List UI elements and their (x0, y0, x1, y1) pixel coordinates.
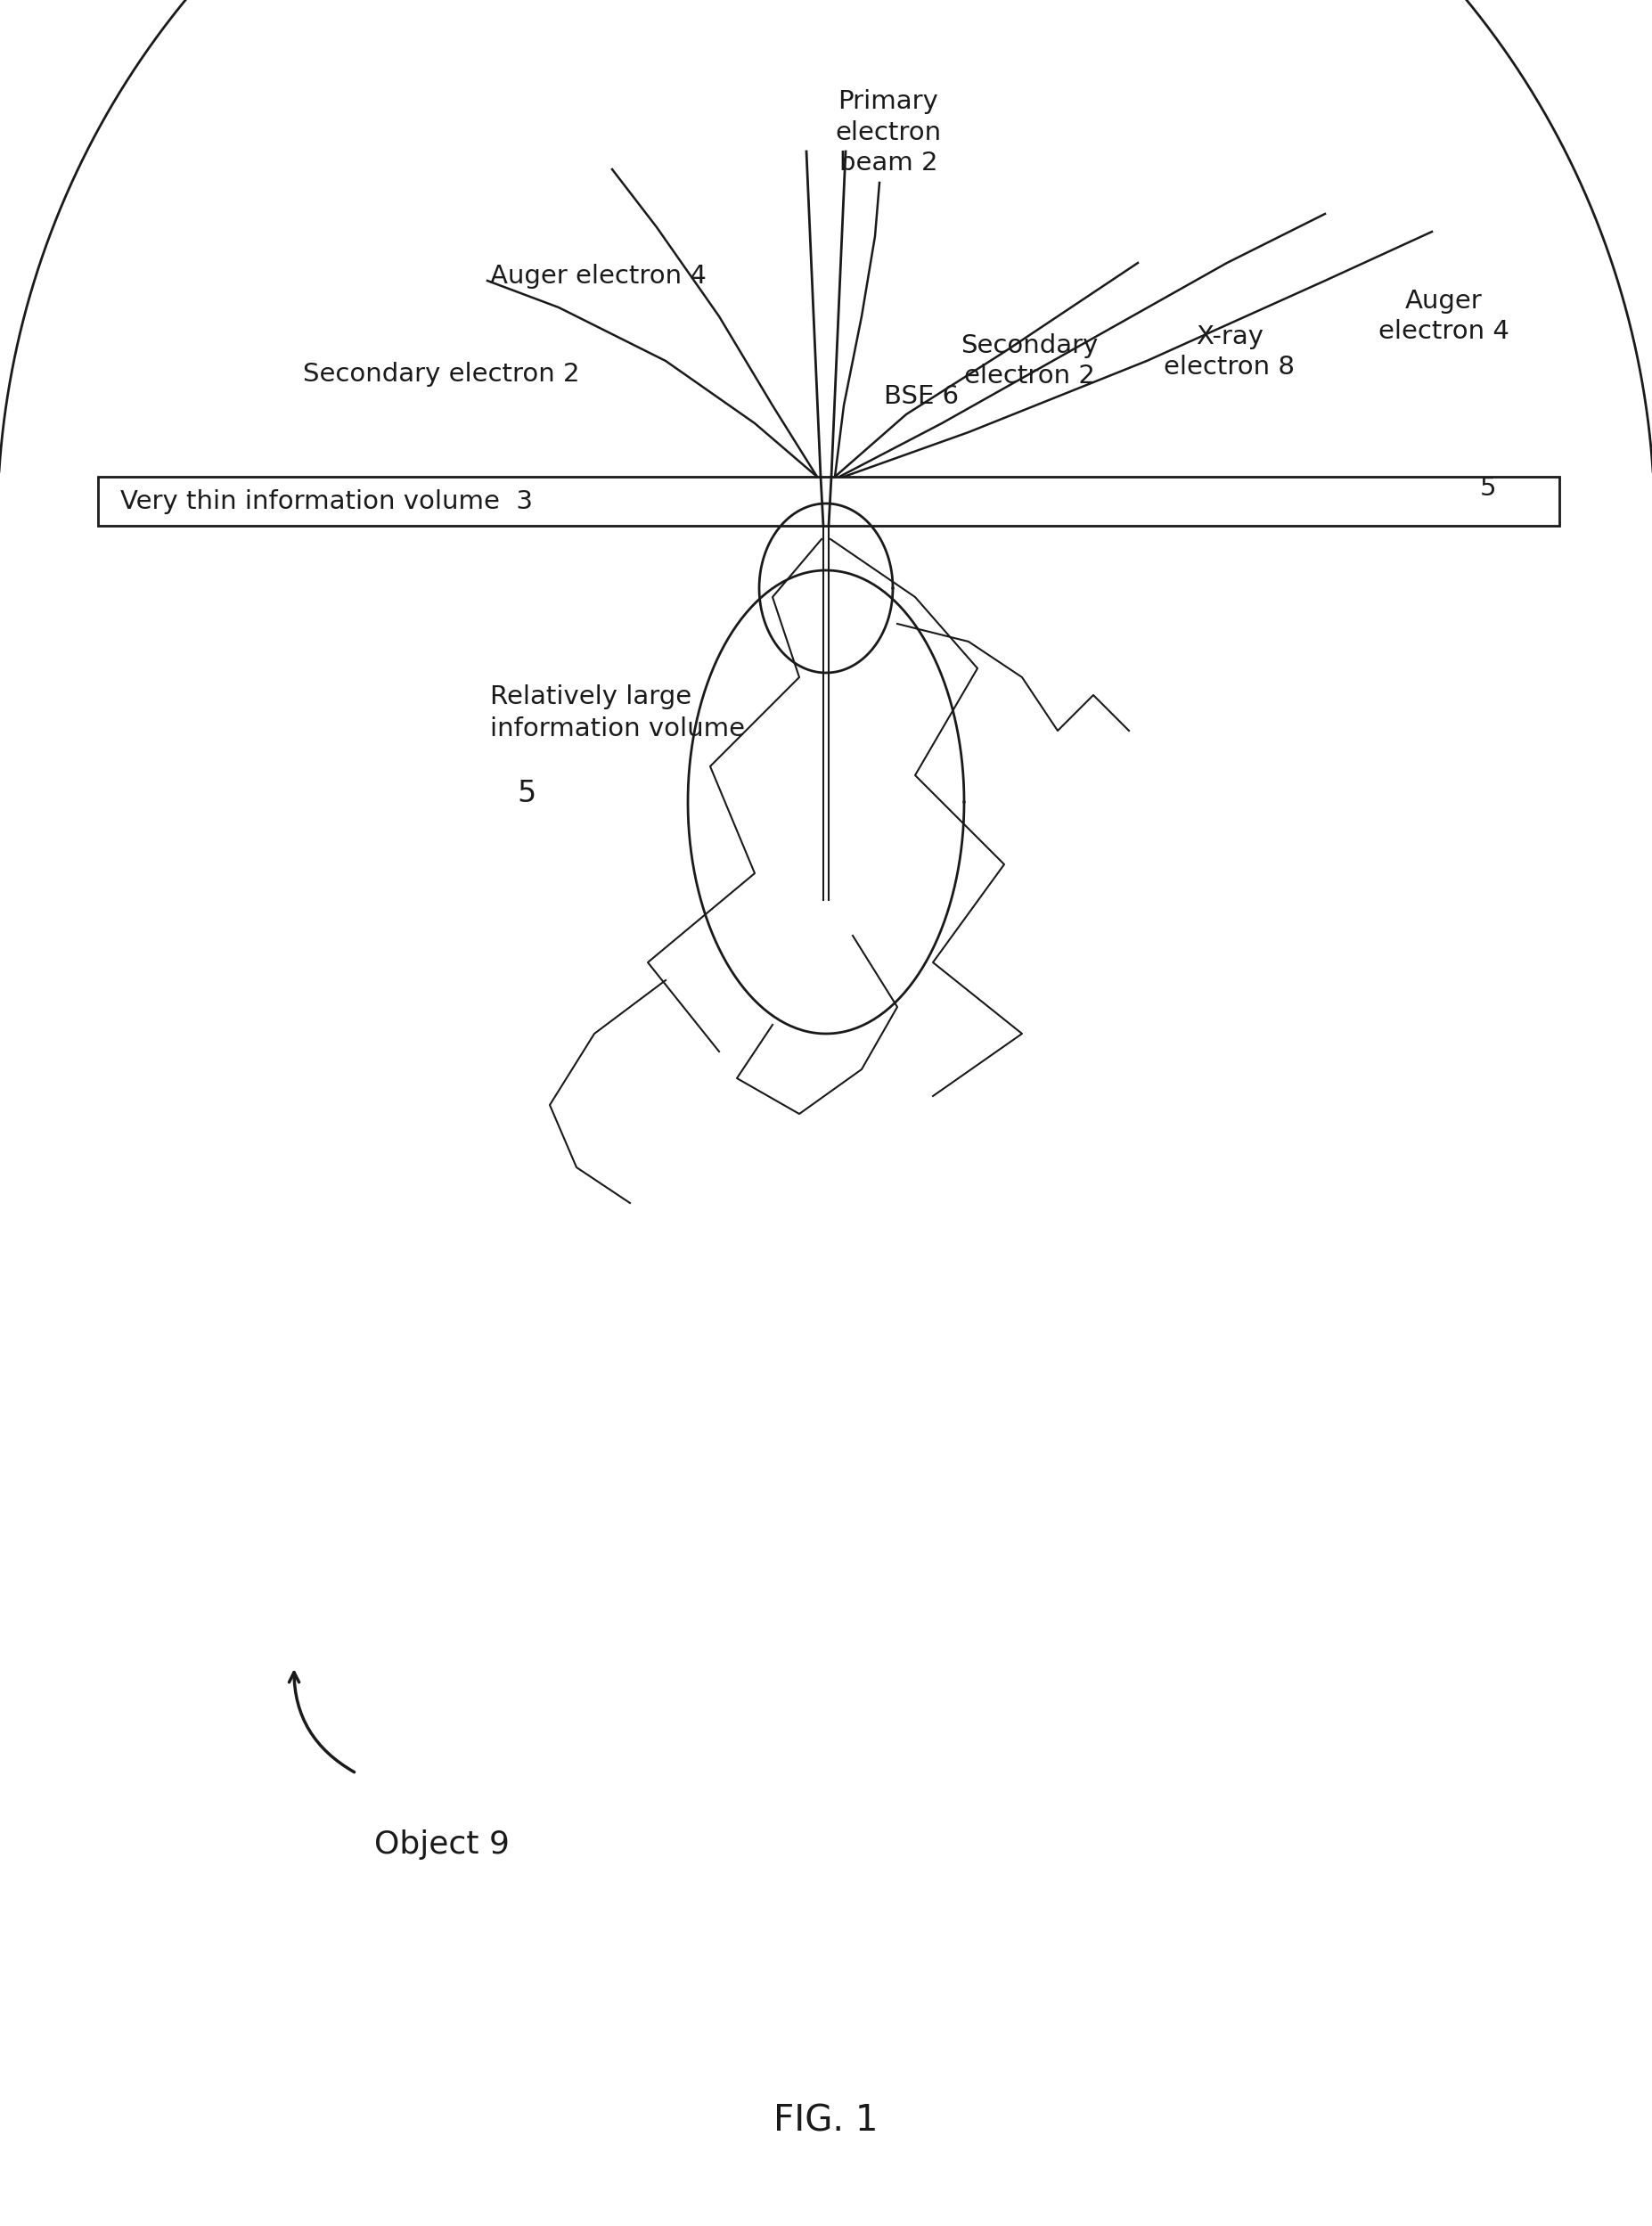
Text: Very thin information volume  3: Very thin information volume 3 (121, 490, 534, 514)
Text: Primary
electron
beam 2: Primary electron beam 2 (836, 89, 942, 176)
Text: 5: 5 (1480, 476, 1497, 501)
Text: X-ray
electron 8: X-ray electron 8 (1165, 325, 1295, 381)
Text: Auger electron 4: Auger electron 4 (491, 263, 707, 289)
Bar (97, 476, 1559, 525)
Text: Object 9: Object 9 (375, 1830, 509, 1859)
Text: FIG. 1: FIG. 1 (773, 2104, 879, 2139)
Text: BSE 6: BSE 6 (884, 385, 958, 410)
Text: Auger
electron 4: Auger electron 4 (1378, 289, 1508, 345)
Text: 5: 5 (517, 779, 535, 808)
Text: Relatively large
information volume: Relatively large information volume (491, 683, 745, 741)
Text: Secondary electron 2: Secondary electron 2 (302, 363, 580, 387)
Text: Secondary
electron 2: Secondary electron 2 (960, 334, 1099, 390)
